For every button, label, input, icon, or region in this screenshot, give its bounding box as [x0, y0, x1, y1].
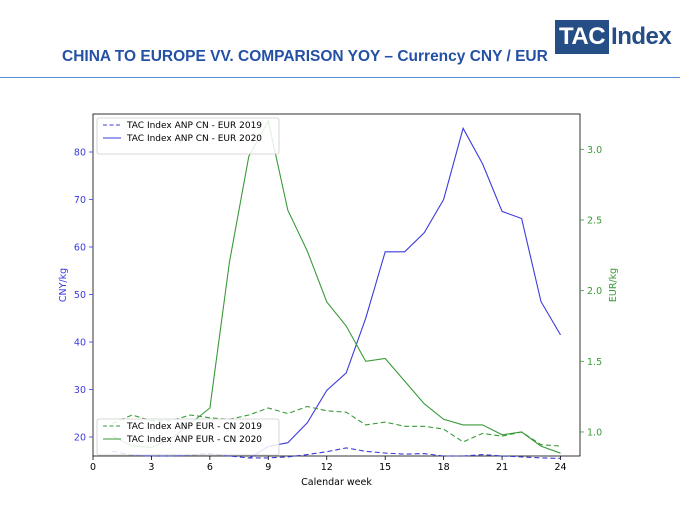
legend-eur: TAC Index ANP EUR - CN 2019 TAC Index ANP…: [96, 418, 280, 456]
series-line-2: [248, 126, 561, 459]
x-tick-label: 6: [207, 462, 213, 473]
page-title: CHINA TO EUROPE VV. COMPARISON YOY – Cur…: [62, 48, 548, 65]
y-left-tick-label: 20: [74, 433, 86, 444]
x-tick-label: 21: [496, 462, 508, 473]
y-left-tick-label: 40: [74, 338, 86, 349]
legend-entry: TAC Index ANP CN - EUR 2020: [126, 134, 262, 144]
legend-cny: TAC Index ANP CN - EUR 2019 TAC Index ANP…: [96, 117, 280, 155]
x-axis-label: Calendar week: [301, 477, 372, 488]
legend-box: [96, 117, 280, 155]
y-axis-left-label: CNY/kg: [58, 268, 69, 302]
legend-entry: TAC Index ANP CN - EUR 2019: [126, 121, 262, 131]
y-right-tick-label: 3.0: [587, 145, 602, 156]
legend-entry: TAC Index ANP EUR - CN 2020: [126, 435, 262, 445]
header-divider: [0, 77, 680, 78]
x-tick-label: 0: [90, 462, 96, 473]
y-right-tick-label: 1.0: [587, 427, 602, 438]
y-left-tick-label: 80: [74, 148, 86, 159]
x-tick-label: 12: [321, 462, 333, 473]
legend-box: [96, 418, 280, 456]
x-tick-label: 15: [379, 462, 391, 473]
x-tick-label: 18: [438, 462, 450, 473]
y-left-tick-label: 50: [74, 290, 86, 301]
series-line-4: [112, 119, 561, 454]
logo-rest-text: Index: [611, 23, 672, 50]
legend-entry: TAC Index ANP EUR - CN 2019: [126, 422, 262, 432]
y-left-tick-label: 60: [74, 243, 86, 254]
y-right-tick-label: 1.5: [587, 357, 602, 368]
y-left-tick-label: 30: [74, 385, 86, 396]
x-tick-label: 24: [554, 462, 566, 473]
plot-frame: [92, 113, 581, 457]
logo-box-text: TAC: [555, 20, 610, 54]
y-left-tick-label: 70: [74, 195, 86, 206]
y-axis-right-label: EUR/kg: [608, 268, 619, 302]
y-right-tick-label: 2.0: [587, 286, 602, 297]
x-tick-label: 9: [265, 462, 271, 473]
y-right-tick-label: 2.5: [587, 215, 602, 226]
tac-index-logo: TAC Index: [555, 20, 672, 54]
x-tick-label: 3: [148, 462, 154, 473]
